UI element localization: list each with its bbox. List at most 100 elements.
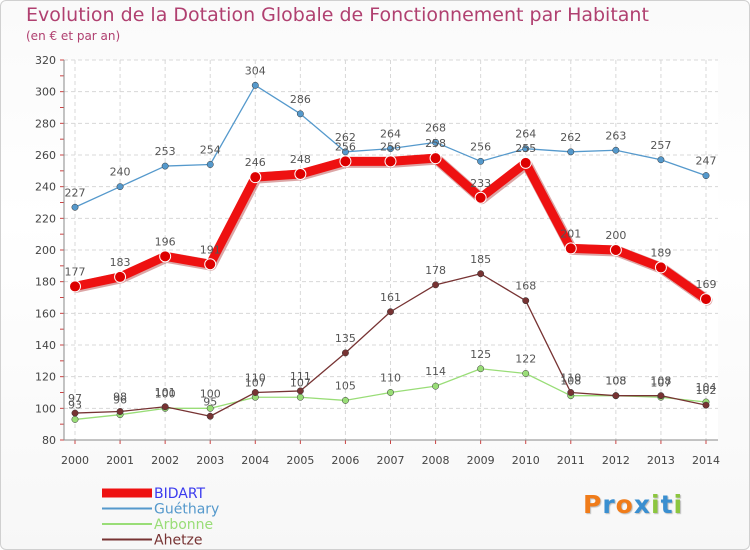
data-label: 254 xyxy=(200,144,221,157)
y-tick-label: 260 xyxy=(35,149,56,162)
data-label: 100 xyxy=(200,387,221,400)
data-label: 247 xyxy=(696,155,717,168)
y-tick-label: 280 xyxy=(35,117,56,130)
y-tick-label: 320 xyxy=(35,54,56,67)
data-label: 304 xyxy=(245,64,266,77)
data-label: 248 xyxy=(290,153,311,166)
data-label: 125 xyxy=(470,348,491,361)
data-point xyxy=(161,162,169,170)
data-point xyxy=(474,191,487,204)
x-tick-label: 2003 xyxy=(196,454,224,467)
data-point xyxy=(114,270,127,283)
data-point xyxy=(159,250,172,263)
series-arbonne xyxy=(71,365,710,423)
logo-letter: i xyxy=(673,490,684,519)
data-label: 191 xyxy=(200,243,221,256)
data-label: 201 xyxy=(560,227,581,240)
x-tick-label: 2010 xyxy=(512,454,540,467)
legend-label: BIDART xyxy=(154,486,206,502)
data-label: 111 xyxy=(290,370,311,383)
data-point xyxy=(296,387,304,395)
data-point xyxy=(702,172,710,180)
y-tick-label: 200 xyxy=(35,244,56,257)
data-point xyxy=(206,412,214,420)
data-label: 256 xyxy=(380,140,401,153)
data-label: 97 xyxy=(68,392,82,405)
data-point xyxy=(249,171,262,184)
data-label: 104 xyxy=(696,381,717,394)
data-label: 262 xyxy=(335,131,356,144)
data-label: 108 xyxy=(650,375,671,388)
data-point xyxy=(429,152,442,165)
data-point xyxy=(564,242,577,255)
data-label: 122 xyxy=(515,353,536,366)
x-tick-label: 2006 xyxy=(331,454,359,467)
data-label: 227 xyxy=(65,186,86,199)
logo-letter: P xyxy=(583,490,603,519)
data-label: 100 xyxy=(155,387,176,400)
data-point xyxy=(206,404,214,412)
data-label: 196 xyxy=(155,235,176,248)
series-gu-thary xyxy=(71,81,710,211)
data-label: 107 xyxy=(650,376,671,389)
series-bidart xyxy=(69,152,713,306)
x-tick-label: 2002 xyxy=(151,454,179,467)
data-label: 257 xyxy=(650,139,671,152)
data-label: 256 xyxy=(335,140,356,153)
data-point xyxy=(567,389,575,396)
data-label: 161 xyxy=(380,291,401,304)
data-point xyxy=(612,392,620,400)
data-point xyxy=(296,110,304,118)
data-point xyxy=(251,81,259,89)
x-tick-label: 2000 xyxy=(61,454,89,467)
data-label: 185 xyxy=(470,253,491,266)
legend-label: Arbonne xyxy=(154,517,213,533)
data-label: 264 xyxy=(380,128,401,141)
data-point xyxy=(432,281,440,289)
data-label: 286 xyxy=(290,93,311,106)
data-point xyxy=(71,203,79,211)
data-label: 110 xyxy=(560,372,581,385)
data-point xyxy=(432,382,440,390)
data-point xyxy=(657,156,665,164)
legend-label: Ahetze xyxy=(154,533,203,549)
data-point xyxy=(341,349,349,357)
logo-letter: t xyxy=(660,490,674,519)
series-ahetze xyxy=(71,270,710,420)
data-point xyxy=(387,389,394,396)
data-label: 101 xyxy=(155,386,176,399)
logo-letter: x xyxy=(633,490,651,519)
data-label: 177 xyxy=(65,265,86,278)
data-point xyxy=(657,392,665,400)
x-tick-label: 2012 xyxy=(602,454,630,467)
data-point xyxy=(477,157,485,165)
data-label: 263 xyxy=(605,129,626,142)
y-tick-label: 220 xyxy=(35,212,56,225)
data-label: 135 xyxy=(335,332,356,345)
y-tick-label: 100 xyxy=(35,402,56,415)
logo-letter: o xyxy=(615,490,634,519)
y-tick-label: 300 xyxy=(35,86,56,99)
data-point xyxy=(116,408,124,415)
y-tick-label: 140 xyxy=(35,339,56,352)
data-point xyxy=(251,389,259,396)
chart-title: Evolution de la Dotation Globale de Fonc… xyxy=(26,4,649,26)
data-label: 169 xyxy=(696,278,717,291)
data-point xyxy=(387,308,394,316)
x-tick-label: 2013 xyxy=(647,454,675,467)
y-tick-label: 80 xyxy=(42,434,56,447)
data-label: 98 xyxy=(113,391,127,404)
y-tick-label: 180 xyxy=(35,276,56,289)
y-tick-label: 160 xyxy=(35,307,56,320)
data-point xyxy=(339,155,352,168)
data-point xyxy=(432,138,440,146)
data-point xyxy=(71,409,79,417)
data-label: 108 xyxy=(605,375,626,388)
data-point xyxy=(69,280,81,293)
data-point xyxy=(296,393,304,401)
data-label: 110 xyxy=(380,372,401,385)
data-point xyxy=(477,270,485,278)
data-point xyxy=(71,415,79,423)
logo-letter: i xyxy=(651,490,661,519)
